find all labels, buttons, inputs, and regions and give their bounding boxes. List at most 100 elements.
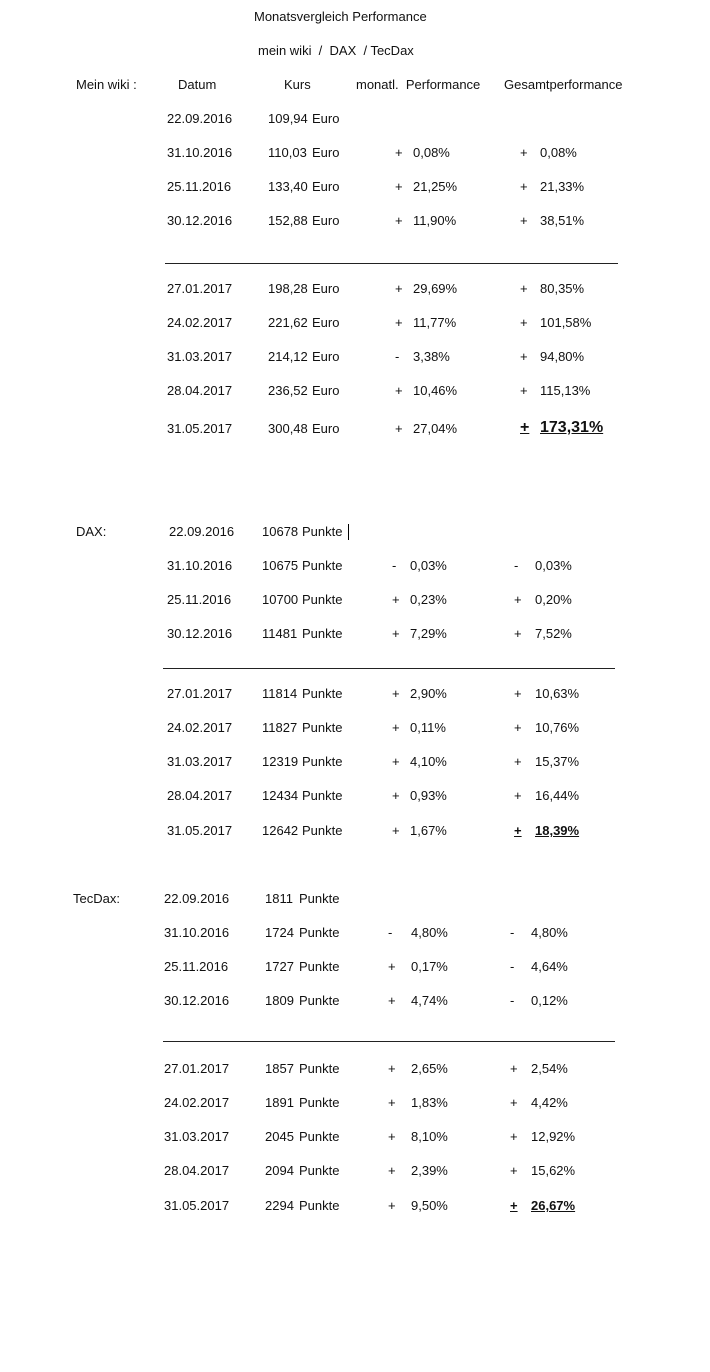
unit-cell: Punkte	[299, 1095, 340, 1110]
date-cell: 28.04.2017	[167, 788, 233, 803]
total-sign: +	[520, 281, 528, 296]
monthly-performance-cell: 7,29%	[410, 626, 447, 641]
unit-cell: Euro	[312, 281, 340, 296]
monthly-performance-cell: 0,08%	[413, 145, 450, 160]
monthly-performance-cell: 0,23%	[410, 592, 447, 607]
date-cell: 31.10.2016	[164, 925, 230, 940]
date-cell: 24.02.2017	[164, 1095, 230, 1110]
unit-cell: Punkte	[302, 720, 343, 735]
date-cell: 31.03.2017	[164, 1129, 230, 1144]
monthly-sign: +	[395, 315, 403, 330]
price-cell: 10678	[262, 524, 299, 539]
unit-cell: Punkte	[302, 558, 343, 573]
price-cell: 133,40	[268, 179, 308, 194]
monthly-sign: +	[395, 421, 403, 436]
monthly-sign: +	[388, 1061, 396, 1076]
header-price: Kurs	[284, 77, 311, 92]
monthly-sign: +	[395, 281, 403, 296]
total-performance-cell: 38,51%	[540, 213, 585, 228]
monthly-performance-cell: 9,50%	[411, 1198, 448, 1213]
total-sign: +	[514, 686, 522, 701]
price-cell: 12319	[262, 754, 299, 769]
date-cell: 31.10.2016	[167, 558, 233, 573]
monthly-sign: +	[388, 1163, 396, 1178]
unit-cell: Punkte	[302, 754, 343, 769]
price-cell: 12434	[262, 788, 299, 803]
monthly-sign: +	[395, 213, 403, 228]
monthly-performance-cell: 4,74%	[411, 993, 448, 1008]
price-cell: 110,03	[268, 145, 307, 160]
date-cell: 27.01.2017	[167, 686, 233, 701]
unit-cell: Punkte	[302, 823, 343, 838]
total-sign: +	[510, 1129, 518, 1144]
unit-cell: Euro	[312, 383, 340, 398]
monthly-performance-cell: 2,90%	[410, 686, 447, 701]
total-sign: -	[514, 558, 519, 573]
total-sign: +	[520, 349, 528, 364]
unit-cell: Euro	[312, 315, 340, 330]
monthly-performance-cell: 4,10%	[410, 754, 447, 769]
monthly-sign: +	[388, 1198, 396, 1213]
document-subtitle: mein wiki / DAX / TecDax	[258, 43, 414, 58]
price-cell: 1809	[265, 993, 294, 1008]
total-sign: +	[514, 754, 522, 769]
price-cell: 1857	[265, 1061, 294, 1076]
monthly-sign: +	[392, 592, 400, 607]
monthly-performance-cell: 0,17%	[411, 959, 448, 974]
total-performance-cell: 115,13%	[540, 383, 591, 398]
date-cell: 31.03.2017	[167, 754, 233, 769]
monthly-sign: +	[392, 788, 400, 803]
unit-cell: Euro	[312, 213, 340, 228]
total-sign: +	[510, 1095, 518, 1110]
monthly-performance-cell: 4,80%	[411, 925, 448, 940]
unit-cell: Punkte	[299, 959, 340, 974]
total-performance-cell: 4,42%	[531, 1095, 568, 1110]
price-cell: 1811	[265, 891, 293, 906]
price-cell: 236,52	[268, 383, 308, 398]
total-performance-cell: 101,58%	[540, 315, 592, 330]
price-cell: 12642	[262, 823, 299, 838]
date-cell: 28.04.2017	[167, 383, 233, 398]
date-cell: 25.11.2016	[167, 592, 232, 607]
date-cell: 22.09.2016	[164, 891, 230, 906]
total-performance-cell: 18,39%	[535, 823, 580, 838]
price-cell: 300,48	[268, 421, 308, 436]
section-label: DAX:	[76, 524, 107, 539]
unit-cell: Punkte	[299, 1198, 340, 1213]
document-title: Monatsvergleich Performance	[254, 9, 427, 24]
total-sign: -	[510, 993, 515, 1008]
date-cell: 24.02.2017	[167, 720, 233, 735]
price-cell: 2045	[265, 1129, 294, 1144]
total-sign: +	[520, 179, 528, 194]
price-cell: 1727	[265, 959, 294, 974]
total-sign: +	[520, 213, 528, 228]
total-sign: +	[520, 383, 528, 398]
date-cell: 22.09.2016	[169, 524, 235, 539]
unit-cell: Euro	[312, 421, 340, 436]
total-sign: +	[514, 592, 522, 607]
total-performance-cell: 80,35%	[540, 281, 585, 296]
monthly-performance-cell: 1,83%	[411, 1095, 448, 1110]
monthly-sign: -	[395, 349, 400, 364]
unit-cell: Punkte	[299, 925, 340, 940]
header-monthly-performance: monatl. Performance	[356, 77, 481, 92]
date-cell: 25.11.2016	[164, 959, 229, 974]
date-cell: 31.05.2017	[167, 421, 233, 436]
date-cell: 31.10.2016	[167, 145, 233, 160]
unit-cell: Punkte	[302, 626, 343, 641]
monthly-performance-cell: 27,04%	[413, 421, 458, 436]
monthly-performance-cell: 2,65%	[411, 1061, 448, 1076]
monthly-performance-cell: 1,67%	[410, 823, 447, 838]
section-divider	[163, 1041, 615, 1042]
section-divider	[163, 668, 615, 669]
total-performance-cell: 10,63%	[535, 686, 580, 701]
total-performance-cell: 10,76%	[535, 720, 580, 735]
monthly-sign: +	[392, 823, 400, 838]
date-cell: 30.12.2016	[164, 993, 230, 1008]
section-divider	[165, 263, 618, 264]
unit-cell: Punkte	[299, 1129, 340, 1144]
monthly-performance-cell: 11,90%	[413, 213, 457, 228]
text-cursor	[348, 524, 349, 540]
total-performance-cell: 0,03%	[535, 558, 572, 573]
monthly-performance-cell: 8,10%	[411, 1129, 448, 1144]
